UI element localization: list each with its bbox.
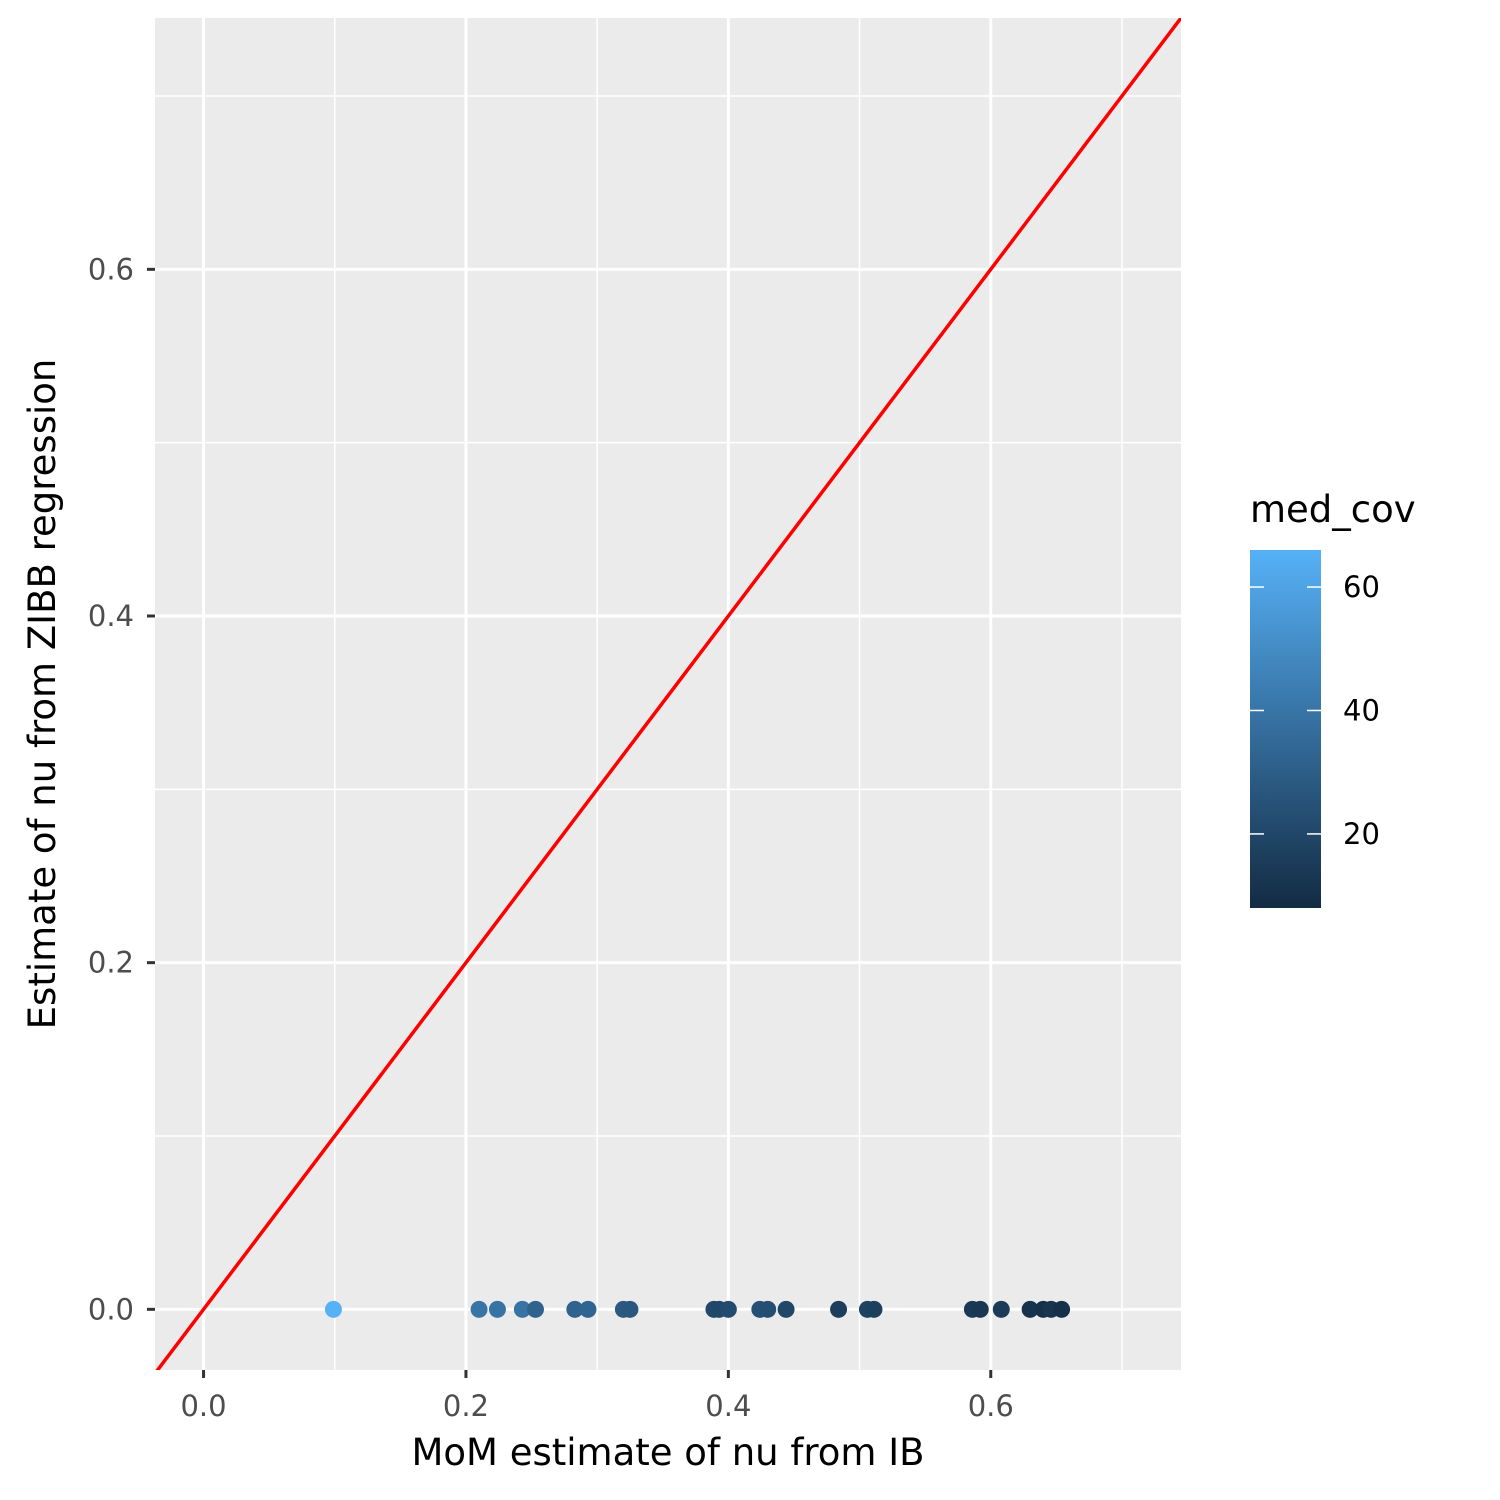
data-point bbox=[777, 1300, 795, 1318]
y-axis-title: Estimate of nu from ZIBB regression bbox=[21, 359, 64, 1030]
y-tick-label: 0.4 bbox=[88, 599, 134, 633]
data-point bbox=[470, 1300, 488, 1318]
data-point bbox=[513, 1300, 531, 1318]
data-point bbox=[719, 1300, 737, 1318]
y-axis: 0.0 0.2 0.4 0.6 bbox=[88, 252, 155, 1326]
data-point bbox=[324, 1300, 342, 1318]
x-tick-label: 0.2 bbox=[443, 1389, 489, 1423]
colorbar bbox=[1250, 550, 1321, 908]
data-point bbox=[566, 1300, 584, 1318]
identity-reference-line bbox=[155, 18, 1181, 1370]
data-point bbox=[1021, 1300, 1039, 1318]
x-axis: 0.0 0.2 0.4 0.6 bbox=[180, 1370, 1014, 1423]
colorbar-label: 60 bbox=[1343, 570, 1380, 604]
data-point bbox=[579, 1300, 597, 1318]
x-tick-label: 0.0 bbox=[180, 1389, 226, 1423]
reference-line-layer bbox=[155, 18, 1181, 1370]
data-point bbox=[526, 1300, 544, 1318]
y-tick-label: 0.2 bbox=[88, 946, 134, 980]
data-point bbox=[759, 1300, 777, 1318]
major-gridlines bbox=[155, 18, 1181, 1370]
data-point bbox=[992, 1300, 1010, 1318]
data-point bbox=[621, 1300, 639, 1318]
legend-ticks: 20 40 60 bbox=[1250, 570, 1380, 851]
legend-title: med_cov bbox=[1250, 488, 1416, 531]
data-point bbox=[488, 1300, 506, 1318]
x-axis-title: MoM estimate of nu from IB bbox=[411, 1431, 924, 1474]
color-legend: med_cov 20 40 60 bbox=[1250, 488, 1416, 908]
colorbar-label: 20 bbox=[1343, 817, 1380, 851]
data-point bbox=[865, 1300, 883, 1318]
data-point bbox=[1053, 1300, 1071, 1318]
y-tick-label: 0.6 bbox=[88, 252, 134, 286]
x-tick-label: 0.4 bbox=[705, 1389, 751, 1423]
x-tick-label: 0.6 bbox=[968, 1389, 1014, 1423]
data-point bbox=[971, 1300, 989, 1318]
colorbar-label: 40 bbox=[1343, 693, 1380, 727]
data-point bbox=[830, 1300, 848, 1318]
points-layer bbox=[324, 1300, 1071, 1318]
minor-gridlines bbox=[155, 18, 1181, 1370]
y-tick-label: 0.0 bbox=[88, 1292, 134, 1326]
